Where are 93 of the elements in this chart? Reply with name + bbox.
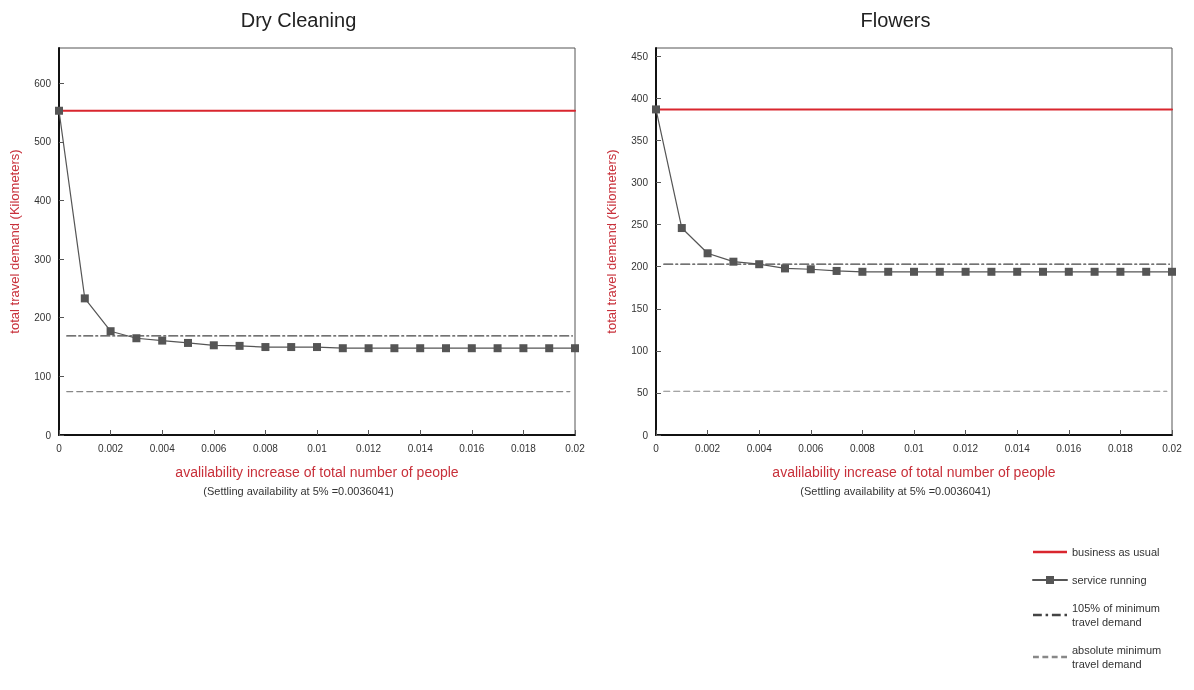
point — [313, 343, 321, 352]
point — [287, 343, 296, 352]
point — [338, 344, 347, 353]
x-tick-label: 0.006 — [201, 442, 227, 454]
point — [858, 267, 867, 276]
point — [729, 257, 738, 266]
point — [781, 264, 789, 273]
point — [884, 267, 893, 276]
point — [832, 266, 841, 275]
y-tick-label: 0 — [642, 429, 649, 441]
point — [806, 265, 815, 274]
point — [1013, 267, 1022, 276]
x-tick-label: 0.012 — [356, 442, 382, 454]
y-tick-label: 500 — [34, 136, 52, 148]
x-tick-label: 0.002 — [98, 442, 124, 454]
y-tick-label: 50 — [636, 387, 649, 399]
y-tick-label: 300 — [631, 177, 649, 189]
point — [158, 336, 167, 345]
y-tick-label: 600 — [34, 77, 52, 89]
y-tick-label: 100 — [631, 345, 649, 357]
y-tick-label: 450 — [631, 50, 649, 62]
y-tick-label: 300 — [34, 253, 52, 265]
x-tick-label: 0.008 — [252, 442, 279, 454]
x-axis-title: avalilability increase of total number of people — [772, 464, 1056, 480]
point — [1090, 267, 1099, 276]
point — [652, 105, 660, 114]
point — [442, 344, 450, 353]
x-tick-label: 0.02 — [565, 442, 586, 454]
text: (Settling availability at 5% =0.0036041) — [203, 484, 394, 497]
point — [519, 344, 528, 353]
y-axis-title: total travel demand (Kilometers) — [604, 149, 619, 334]
x-tick-label: 0.008 — [849, 442, 876, 454]
point — [910, 267, 918, 276]
point — [1064, 267, 1073, 276]
y-tick-label: 150 — [631, 303, 649, 315]
x-tick-label: 0.016 — [459, 442, 485, 454]
x-tick-label: 0.014 — [1004, 442, 1031, 454]
legend-label: service running — [1072, 574, 1147, 586]
y-tick-label: 0 — [45, 429, 52, 441]
x-tick-label: 0.004 — [746, 442, 773, 454]
y-tick-label: 100 — [34, 370, 52, 382]
x-tick-label: 0.01 — [307, 442, 328, 454]
point — [1142, 267, 1151, 276]
y-tick-label: 400 — [631, 92, 649, 104]
x-tick-label: 0.02 — [1162, 442, 1183, 454]
x-tick-label: 0.018 — [1107, 442, 1134, 454]
legend-label: 105% of minimum travel demand — [1072, 602, 1164, 628]
point — [235, 341, 244, 350]
legend-label: absolute minimum travel demand — [1072, 644, 1165, 670]
point — [106, 327, 115, 336]
y-axis-title: total travel demand (Kilometers) — [7, 149, 22, 334]
point — [416, 344, 425, 353]
x-tick-label: 0.016 — [1056, 442, 1082, 454]
x-tick-label: 0.01 — [904, 442, 925, 454]
point — [364, 344, 373, 353]
point — [545, 344, 554, 353]
point — [390, 344, 399, 353]
x-tick-label: 0.006 — [798, 442, 824, 454]
point — [1116, 267, 1125, 276]
point — [132, 334, 141, 343]
point — [493, 344, 502, 353]
legend-label: business as usual — [1072, 546, 1160, 558]
point — [1168, 267, 1176, 276]
x-tick-label: 0 — [56, 442, 63, 454]
point — [961, 267, 970, 276]
x-axis-title: avalilability increase of total number of people — [175, 464, 459, 480]
point — [184, 338, 192, 347]
point — [80, 294, 89, 303]
x-tick-label: 0.002 — [695, 442, 721, 454]
point — [55, 106, 63, 115]
x-tick-label: 0.012 — [953, 442, 979, 454]
y-tick-label: 200 — [631, 261, 649, 273]
y-tick-label: 250 — [631, 219, 649, 231]
point — [677, 224, 686, 233]
x-tick-label: 0.014 — [407, 442, 434, 454]
chart-title: Dry Cleaning — [240, 9, 357, 31]
point — [935, 267, 944, 276]
x-tick-label: 0 — [653, 442, 660, 454]
y-tick-label: 350 — [631, 135, 649, 147]
point — [209, 341, 218, 350]
x-tick-label: 0.004 — [149, 442, 176, 454]
chart-title: Flowers — [860, 9, 931, 31]
point — [755, 260, 764, 269]
y-tick-label: 200 — [34, 312, 52, 324]
point — [1039, 267, 1047, 276]
point — [261, 343, 270, 352]
point — [571, 344, 579, 353]
point — [703, 249, 712, 258]
x-tick-label: 0.018 — [510, 442, 537, 454]
text: (Settling availability at 5% =0.0036041) — [800, 484, 991, 497]
y-tick-label: 400 — [34, 194, 52, 206]
point — [987, 267, 996, 276]
point — [467, 344, 476, 353]
